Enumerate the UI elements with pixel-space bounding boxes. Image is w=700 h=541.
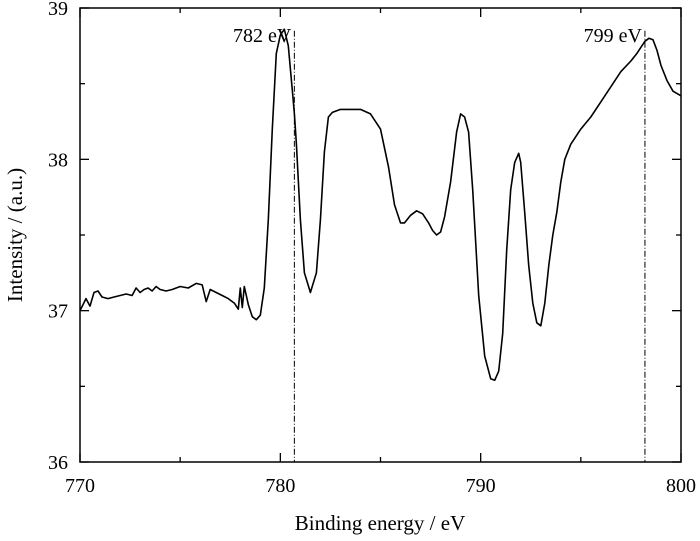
y-axis-ticks: 36 37 38 39	[48, 0, 681, 474]
plot-frame	[79, 7, 682, 463]
peak-label-0: 782 eV	[233, 25, 292, 47]
x-axis-ticks: 770 780 790 800	[65, 8, 696, 497]
x-tick-label: 780	[265, 475, 295, 497]
x-tick-label: 790	[466, 475, 496, 497]
x-axis-label: Binding energy / eV	[295, 511, 466, 535]
y-tick-label: 37	[48, 301, 68, 323]
y-axis-label: Intensity / (a.u.)	[3, 168, 27, 302]
x-tick-label: 800	[666, 475, 696, 497]
x-tick-label: 770	[65, 475, 95, 497]
series-line-0	[79, 28, 682, 382]
y-tick-label: 39	[48, 0, 68, 20]
peak-label-1: 799 eV	[584, 25, 643, 47]
plot-marks: 782 eV 799 eV	[79, 25, 682, 462]
y-tick-label: 36	[48, 452, 68, 474]
y-tick-label: 38	[48, 149, 68, 171]
